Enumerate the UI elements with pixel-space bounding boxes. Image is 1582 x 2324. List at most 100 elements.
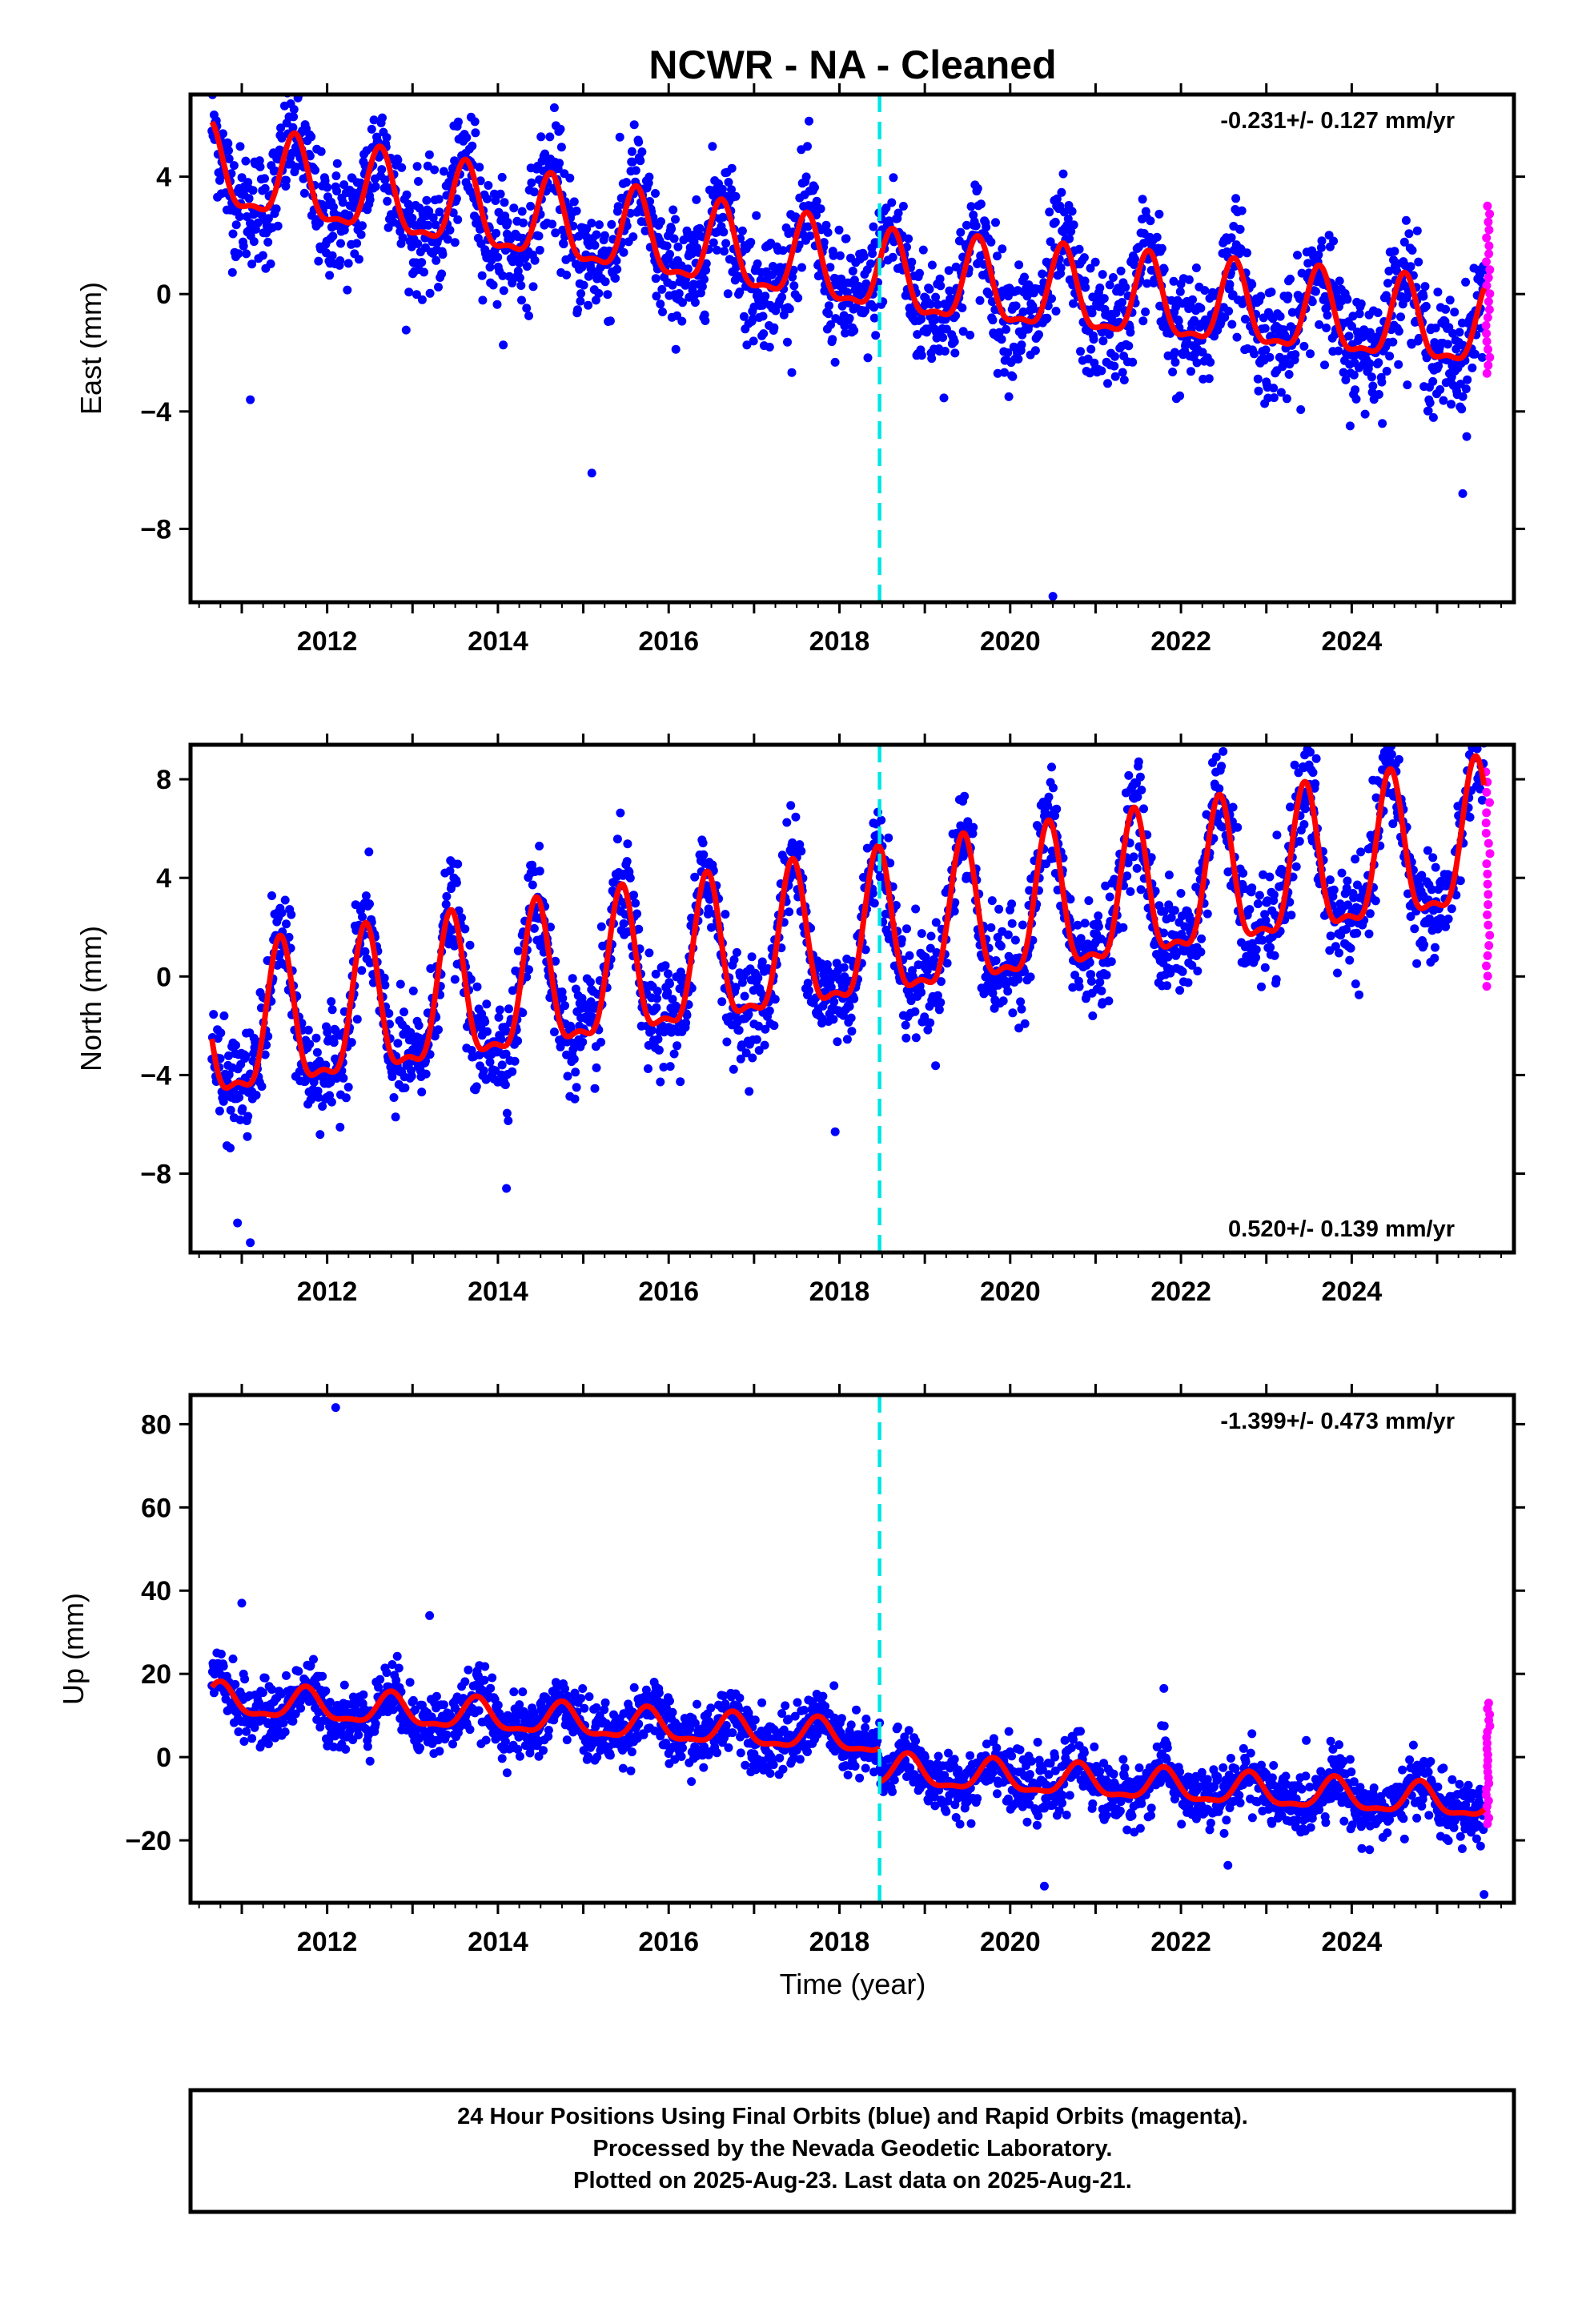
- data-point: [510, 1056, 520, 1066]
- data-point: [1290, 760, 1299, 770]
- data-point: [1394, 360, 1403, 369]
- data-point: [828, 335, 837, 344]
- rapid-point: [1485, 931, 1495, 940]
- data-point: [556, 124, 565, 134]
- data-point: [1170, 348, 1179, 357]
- data-point: [1086, 976, 1096, 986]
- data-point: [365, 899, 374, 909]
- data-point: [239, 1737, 249, 1746]
- data-point: [228, 229, 238, 239]
- data-point: [1256, 292, 1266, 301]
- data-point: [1265, 872, 1275, 882]
- data-point: [969, 211, 978, 219]
- data-point: [551, 956, 560, 966]
- data-point: [1368, 381, 1378, 391]
- data-point: [1135, 772, 1145, 782]
- data-point: [528, 282, 538, 292]
- data-point: [263, 1031, 273, 1041]
- data-point: [1360, 409, 1370, 419]
- data-point: [241, 156, 251, 166]
- data-point: [991, 956, 1001, 965]
- data-point: [446, 171, 456, 180]
- outlier-point: [830, 1127, 840, 1136]
- data-point: [1477, 734, 1486, 742]
- data-point: [917, 929, 926, 939]
- data-point: [1474, 718, 1483, 727]
- data-point: [788, 272, 797, 282]
- data-point: [631, 899, 640, 908]
- data-point: [338, 198, 347, 207]
- data-point: [1076, 347, 1085, 356]
- data-point: [404, 1059, 414, 1068]
- data-point: [640, 226, 650, 235]
- data-point: [1441, 304, 1451, 314]
- data-point: [1365, 909, 1375, 919]
- data-point: [223, 139, 233, 148]
- data-point: [1129, 852, 1138, 862]
- data-point: [654, 1045, 664, 1055]
- data-point: [1146, 216, 1155, 226]
- data-point: [400, 1007, 408, 1017]
- data-point: [408, 213, 417, 223]
- data-point: [746, 238, 756, 247]
- data-point: [1299, 820, 1309, 829]
- rapid-point: [1484, 900, 1493, 910]
- data-point: [926, 943, 935, 953]
- data-point: [216, 1650, 226, 1659]
- data-point: [1267, 287, 1276, 297]
- data-point: [656, 300, 665, 309]
- data-point: [637, 147, 647, 157]
- data-point: [500, 1080, 510, 1090]
- data-point: [477, 271, 487, 280]
- data-point: [508, 986, 517, 995]
- x-tick-label: 2020: [980, 1277, 1041, 1307]
- data-point: [632, 909, 642, 919]
- data-point: [950, 337, 959, 347]
- rapid-point: [1484, 241, 1494, 251]
- data-point: [996, 941, 1006, 951]
- data-point: [1044, 792, 1054, 802]
- data-point: [1097, 366, 1106, 376]
- data-point: [1269, 890, 1279, 899]
- data-point: [1068, 983, 1078, 992]
- data-point: [1098, 270, 1107, 279]
- x-tick-label: 2024: [1322, 1277, 1383, 1307]
- data-point: [1285, 898, 1295, 907]
- data-point: [669, 1049, 679, 1059]
- data-point: [612, 264, 622, 274]
- data-point: [384, 1009, 394, 1018]
- data-point: [576, 289, 586, 299]
- data-point: [651, 274, 661, 283]
- data-point: [1154, 209, 1164, 219]
- data-point: [522, 304, 532, 313]
- data-point: [1342, 883, 1351, 893]
- data-point: [1056, 263, 1066, 272]
- data-point: [1049, 783, 1058, 793]
- data-point: [1301, 730, 1310, 739]
- data-point: [280, 895, 290, 905]
- data-point: [1059, 207, 1069, 217]
- data-point: [891, 901, 901, 910]
- data-point: [522, 262, 532, 271]
- data-point: [266, 259, 275, 268]
- data-point: [950, 348, 960, 358]
- data-point: [761, 292, 770, 301]
- data-point: [754, 1021, 763, 1031]
- data-point: [1421, 301, 1431, 311]
- data-point: [1303, 259, 1313, 268]
- data-point: [1110, 875, 1119, 884]
- rapid-point: [1482, 982, 1492, 991]
- data-point: [358, 221, 367, 231]
- data-point: [1011, 301, 1021, 311]
- data-point: [966, 330, 975, 340]
- data-point: [1343, 900, 1353, 910]
- data-point: [1404, 229, 1414, 239]
- data-point: [634, 924, 644, 934]
- data-point: [320, 176, 330, 186]
- data-point: [778, 246, 788, 255]
- data-point: [676, 1077, 685, 1087]
- data-point: [671, 344, 681, 354]
- data-point: [240, 1675, 250, 1684]
- data-point: [1295, 837, 1304, 846]
- data-point: [765, 342, 774, 352]
